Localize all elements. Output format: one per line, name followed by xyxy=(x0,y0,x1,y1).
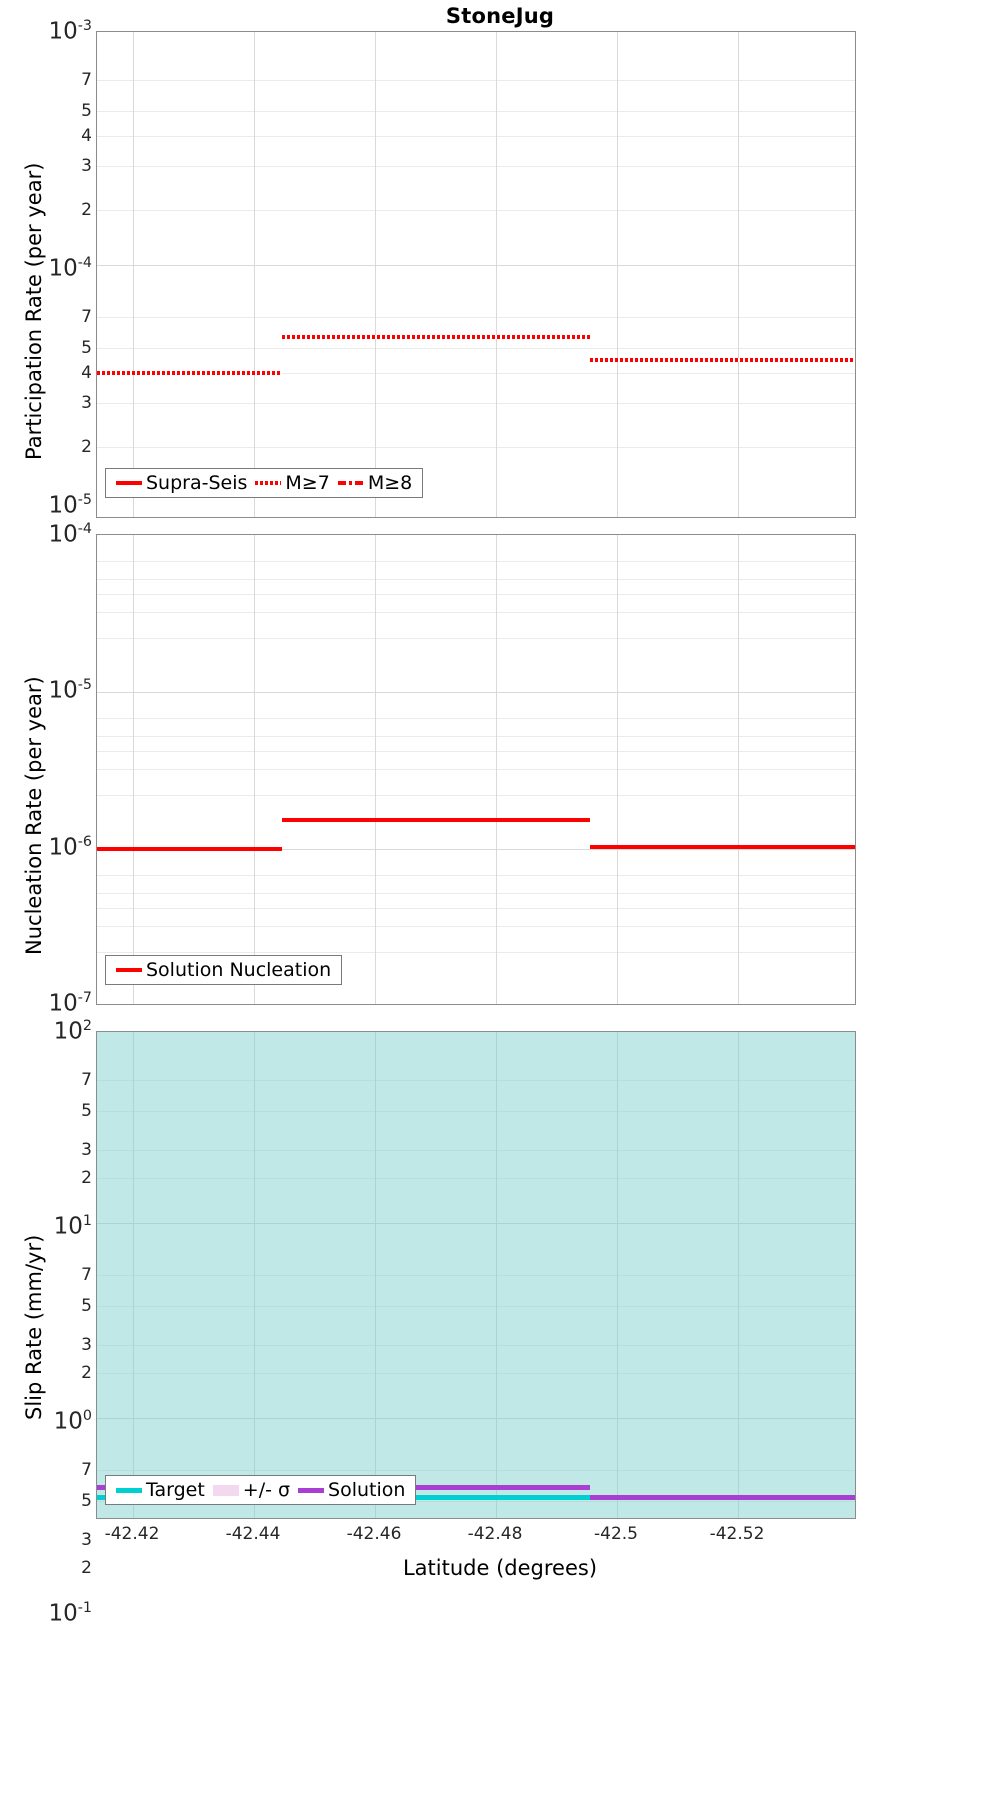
y-tick: 2 xyxy=(81,1168,92,1188)
y-tick: 5 xyxy=(81,1296,92,1316)
legend-item-sigma[interactable]: +/- σ xyxy=(209,1479,294,1501)
y-tick: 7 xyxy=(81,307,92,327)
legend-item-solution[interactable]: Solution xyxy=(294,1479,409,1501)
y-tick: 10-1 xyxy=(48,1600,93,1627)
legend-label: Target xyxy=(146,1479,205,1501)
y-tick: 2 xyxy=(81,1558,92,1578)
x-tick: -42.44 xyxy=(225,1524,281,1544)
y-tick: 7 xyxy=(81,1265,92,1285)
y-tick: 5 xyxy=(81,1101,92,1121)
legend-label: Supra-Seis xyxy=(146,472,248,494)
solution-step-2 xyxy=(590,1495,855,1500)
legend-label: M≥7 xyxy=(285,472,330,494)
panel1-plot-area xyxy=(97,32,855,517)
legend-item-solution-nucleation[interactable]: Solution Nucleation xyxy=(112,959,335,981)
line-dotted-icon xyxy=(255,481,282,485)
y-tick: 2 xyxy=(81,200,92,220)
y-tick: 3 xyxy=(81,393,92,413)
line-solid-icon xyxy=(116,481,142,485)
legend-label: M≥8 xyxy=(367,472,413,494)
solution-nucleation-step-1 xyxy=(97,847,282,851)
y-tick: 10-5 xyxy=(48,677,93,704)
x-tick: -42.52 xyxy=(709,1524,765,1544)
y-tick: 10-4 xyxy=(48,521,93,548)
panel3-plot-area xyxy=(97,1032,855,1518)
x-tick: -42.5 xyxy=(594,1524,638,1544)
legend-item-m7[interactable]: M≥7 xyxy=(251,472,333,494)
target-line xyxy=(97,1495,855,1500)
panel2-plot-area xyxy=(97,535,855,1004)
y-tick: 10-6 xyxy=(48,834,93,861)
legend-label: Solution xyxy=(328,1479,406,1501)
y-tick: 4 xyxy=(81,363,92,383)
m7-step-3 xyxy=(590,358,855,362)
x-tick: -42.42 xyxy=(104,1524,160,1544)
legend-item-target[interactable]: Target xyxy=(112,1479,209,1501)
y-tick: 7 xyxy=(81,1460,92,1480)
y-tick: 4 xyxy=(81,126,92,146)
panel2-y-axis-title: Nucleation Rate (per year) xyxy=(22,676,46,955)
x-tick: -42.46 xyxy=(346,1524,402,1544)
y-tick: 3 xyxy=(81,1335,92,1355)
slip-rate-panel: Target +/- σ Solution xyxy=(96,1031,856,1519)
x-tick: -42.48 xyxy=(467,1524,523,1544)
panel3-legend[interactable]: Target +/- σ Solution xyxy=(105,1475,417,1505)
panel1-y-axis-title: Participation Rate (per year) xyxy=(22,162,46,460)
solution-nucleation-step-3 xyxy=(590,845,855,849)
y-tick: 5 xyxy=(81,1491,92,1511)
nucleation-rate-panel: Solution Nucleation xyxy=(96,534,856,1005)
y-tick: 3 xyxy=(81,1140,92,1160)
y-tick: 10-4 xyxy=(48,255,93,282)
y-tick: 10-7 xyxy=(48,990,93,1017)
y-tick: 102 xyxy=(53,1018,92,1045)
band-swatch-icon xyxy=(212,1484,239,1496)
y-tick: 2 xyxy=(81,437,92,457)
panel3-y-axis-title: Slip Rate (mm/yr) xyxy=(22,1234,46,1420)
y-tick: 7 xyxy=(81,1070,92,1090)
participation-rate-panel: Supra-Seis M≥7 M≥8 xyxy=(96,31,856,518)
legend-item-supra-seis[interactable]: Supra-Seis xyxy=(112,472,251,494)
y-tick: 7 xyxy=(81,70,92,90)
line-solid-icon xyxy=(298,1487,325,1493)
legend-label: +/- σ xyxy=(242,1479,291,1501)
legend-item-m8[interactable]: M≥8 xyxy=(334,472,416,494)
panel1-legend[interactable]: Supra-Seis M≥7 M≥8 xyxy=(105,468,424,498)
y-tick: 5 xyxy=(81,101,92,121)
y-tick: 5 xyxy=(81,338,92,358)
x-axis-title: Latitude (degrees) xyxy=(402,1556,598,1580)
m7-step-2 xyxy=(282,335,590,339)
line-solid-icon xyxy=(116,1487,142,1493)
solution-nucleation-step-2 xyxy=(282,818,590,822)
page-title: StoneJug xyxy=(445,4,555,28)
legend-label: Solution Nucleation xyxy=(146,959,332,981)
y-tick: 3 xyxy=(81,1530,92,1550)
m7-step-1 xyxy=(97,371,282,375)
line-dashdot-icon xyxy=(337,481,364,485)
y-tick: 3 xyxy=(81,156,92,176)
y-tick: 2 xyxy=(81,1363,92,1383)
panel2-legend[interactable]: Solution Nucleation xyxy=(105,955,343,985)
line-solid-icon xyxy=(116,968,142,972)
y-tick: 101 xyxy=(53,1213,92,1240)
y-tick: 100 xyxy=(53,1408,92,1435)
y-tick: 10-5 xyxy=(48,492,93,519)
y-tick: 10-3 xyxy=(48,18,93,45)
